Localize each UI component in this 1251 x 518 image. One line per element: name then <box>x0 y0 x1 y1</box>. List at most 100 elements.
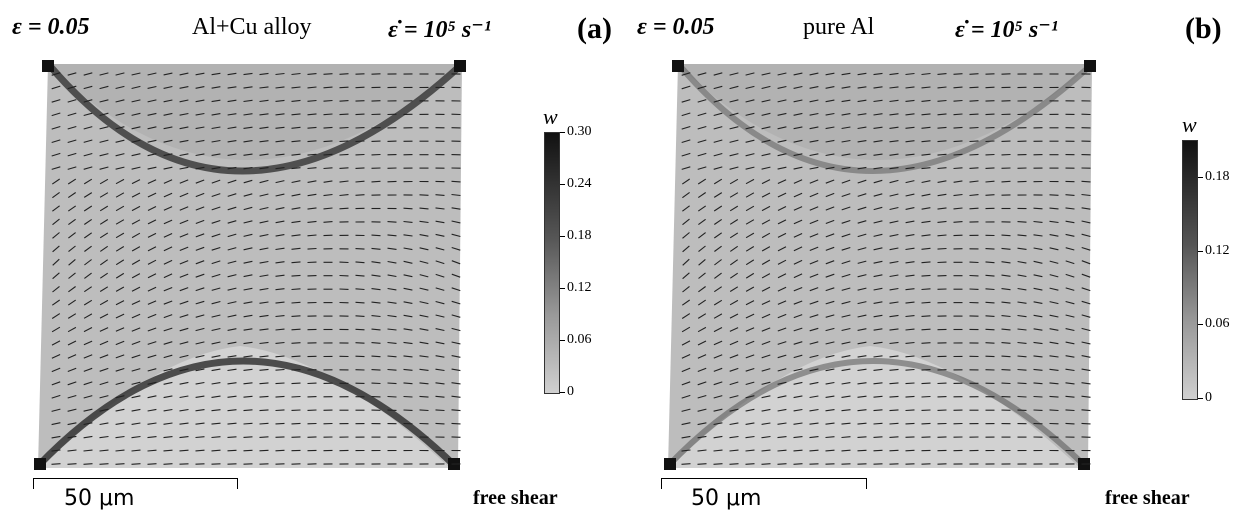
director-glyph <box>793 219 803 225</box>
director-glyph <box>387 382 397 385</box>
director-glyph <box>905 126 915 129</box>
director-glyph <box>67 85 77 90</box>
director-glyph <box>403 368 413 371</box>
colorbar-tick-label: 0.12 <box>1205 242 1230 258</box>
director-glyph <box>777 341 787 345</box>
director-glyph <box>761 179 771 185</box>
director-glyph <box>227 355 237 358</box>
director-glyph <box>1065 409 1075 412</box>
director-glyph <box>1001 355 1011 358</box>
director-glyph <box>809 72 819 76</box>
director-glyph <box>131 449 141 452</box>
director-glyph <box>1065 300 1075 305</box>
panel-a: ε = 0.05 Al+Cu alloy ε̇ = 10⁵ s⁻¹ (a) w … <box>0 0 625 518</box>
director-glyph <box>243 179 253 184</box>
director-glyph <box>921 153 931 156</box>
director-glyph <box>761 99 771 103</box>
director-glyph <box>889 206 899 211</box>
director-glyph <box>713 72 723 76</box>
director-glyph <box>211 86 221 89</box>
director-glyph <box>51 152 61 157</box>
director-glyph <box>809 166 819 170</box>
director-glyph <box>259 314 269 318</box>
director-glyph <box>51 178 61 185</box>
director-glyph <box>275 207 285 210</box>
director-glyph <box>1017 221 1027 223</box>
director-glyph <box>681 435 691 439</box>
director-glyph <box>793 395 803 399</box>
director-glyph <box>163 395 173 399</box>
director-glyph <box>147 139 157 143</box>
director-glyph <box>195 287 205 292</box>
director-glyph <box>275 395 285 398</box>
director-glyph <box>873 153 883 156</box>
director-glyph <box>761 166 771 170</box>
director-glyph <box>115 463 125 465</box>
director-glyph <box>227 260 237 264</box>
director-glyph <box>1017 274 1027 278</box>
director-glyph <box>259 287 269 291</box>
director-glyph <box>51 299 61 306</box>
director-glyph <box>1049 274 1059 278</box>
director-glyph <box>227 153 237 156</box>
director-glyph <box>307 207 317 210</box>
director-glyph <box>905 288 915 291</box>
director-glyph <box>889 153 899 156</box>
director-glyph <box>905 207 915 210</box>
director-glyph <box>873 409 883 412</box>
director-glyph <box>419 355 429 358</box>
colorbar-tick-label: 0.30 <box>567 124 592 139</box>
director-glyph <box>697 394 707 399</box>
director-glyph <box>1049 220 1059 224</box>
director-glyph <box>339 194 349 197</box>
director-glyph <box>163 126 173 130</box>
director-glyph <box>163 153 173 157</box>
director-glyph <box>355 342 365 344</box>
director-glyph <box>52 272 60 280</box>
director-glyph <box>227 99 237 103</box>
director-glyph <box>131 259 141 265</box>
director-glyph <box>729 245 739 252</box>
director-glyph <box>1033 395 1043 398</box>
director-glyph <box>729 153 739 157</box>
director-glyph <box>1049 368 1059 371</box>
director-glyph <box>697 354 707 359</box>
director-glyph <box>451 341 461 345</box>
director-glyph <box>275 86 285 89</box>
director-glyph <box>985 315 995 317</box>
director-glyph <box>761 273 771 279</box>
director-glyph <box>777 422 787 425</box>
director-glyph <box>889 409 899 412</box>
director-glyph <box>195 126 205 130</box>
director-glyph <box>195 368 205 372</box>
director-glyph <box>1065 355 1075 358</box>
director-glyph <box>179 327 189 332</box>
director-glyph <box>179 166 189 170</box>
director-glyph <box>713 327 723 333</box>
director-glyph <box>131 246 141 252</box>
director-glyph <box>873 126 883 129</box>
director-glyph <box>698 286 706 293</box>
director-glyph <box>387 247 397 250</box>
director-glyph <box>131 327 141 332</box>
director-glyph <box>809 327 819 332</box>
director-glyph <box>937 207 947 210</box>
director-glyph <box>1065 273 1075 278</box>
director-glyph <box>259 86 269 89</box>
director-glyph <box>697 326 707 333</box>
director-glyph <box>873 341 883 345</box>
director-glyph <box>921 422 931 425</box>
director-glyph <box>921 395 931 398</box>
director-glyph <box>195 260 205 265</box>
director-glyph <box>889 126 899 129</box>
director-glyph <box>259 247 269 251</box>
director-glyph <box>371 234 381 237</box>
director-glyph <box>777 300 787 305</box>
director-glyph <box>1049 234 1059 237</box>
director-glyph <box>969 113 979 116</box>
director-glyph <box>83 313 93 319</box>
director-glyph <box>211 422 221 425</box>
director-glyph <box>697 435 707 439</box>
director-glyph <box>905 368 915 371</box>
director-glyph <box>761 153 771 157</box>
